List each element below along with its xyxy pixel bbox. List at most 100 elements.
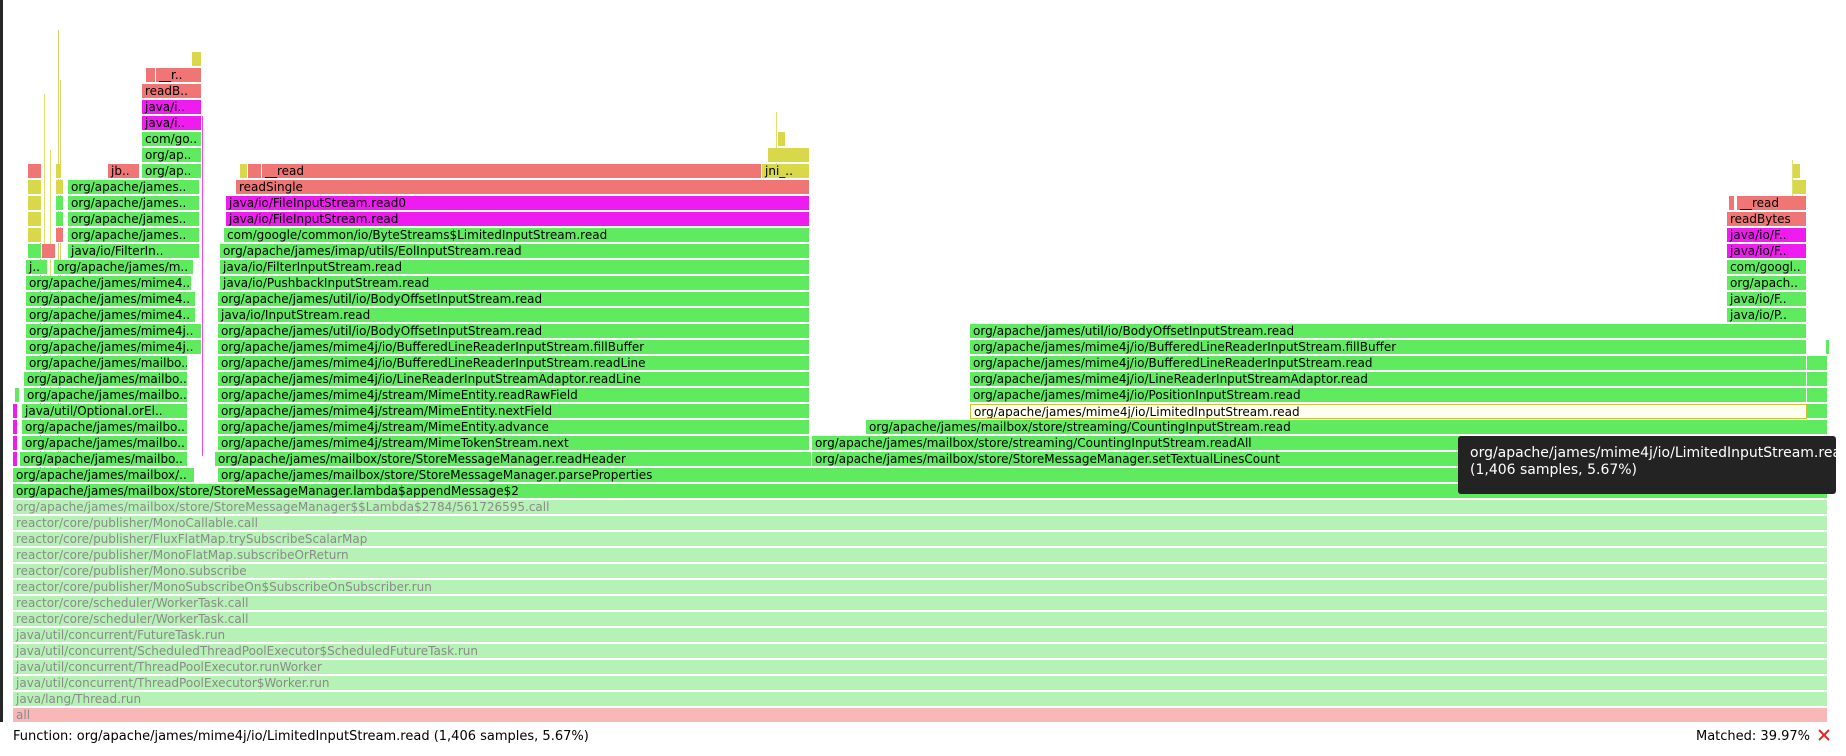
flame-frame[interactable] — [28, 196, 42, 211]
flame-frame[interactable]: org/apache/james.. — [68, 196, 200, 211]
flame-frame[interactable]: java/io/FileInputStream.read — [226, 212, 810, 227]
flame-frame[interactable]: com/go.. — [142, 132, 202, 147]
flame-frame[interactable] — [1793, 164, 1801, 179]
flame-frame[interactable] — [1729, 196, 1735, 211]
flame-frame[interactable]: java/util/concurrent/FutureTask.run — [13, 628, 1828, 643]
flame-frame[interactable] — [42, 244, 56, 259]
flame-frame[interactable]: java/lang/Thread.run — [13, 692, 1828, 707]
flame-frame[interactable]: j.. — [26, 260, 48, 275]
flame-frame[interactable]: __read — [262, 164, 762, 179]
flame-frame[interactable]: org/apache/james/mailbox/.. — [13, 468, 195, 483]
flame-frame[interactable]: java/io/PushbackInputStream.read — [220, 276, 810, 291]
flame-frame[interactable]: reactor/core/scheduler/WorkerTask.call — [13, 596, 1828, 611]
flame-frame[interactable]: reactor/core/publisher/MonoSubscribeOn$S… — [13, 580, 1828, 595]
flame-frame[interactable]: org/apache/james/mime4j/io/PositionInput… — [970, 388, 1807, 403]
flame-frame[interactable]: org/apache/james/mailbox/store/StoreMess… — [13, 500, 1828, 515]
flame-frame[interactable]: readSingle — [236, 180, 810, 195]
flame-frame[interactable]: org/ap.. — [142, 148, 202, 163]
flame-frame[interactable] — [240, 164, 248, 179]
flame-frame[interactable]: reactor/core/scheduler/WorkerTask.call — [13, 612, 1828, 627]
flame-frame[interactable]: org/apache/james/mailbo.. — [20, 452, 188, 467]
flame-frame[interactable]: org/apache/james/mailbox/store/streaming… — [866, 420, 1828, 435]
flame-frame[interactable]: java/io/FileInputStream.read0 — [226, 196, 810, 211]
flame-frame[interactable]: org/apache/james/mime4j/stream/MimeToken… — [218, 436, 810, 451]
flame-frame[interactable]: org/apache/james.. — [68, 228, 200, 243]
flame-frame[interactable]: org/apache/james/mailbox/store/StoreMess… — [13, 484, 1828, 499]
flame-frame[interactable]: org/apache/james/mime4.. — [26, 308, 196, 323]
flame-frame[interactable] — [28, 228, 42, 243]
flame-frame[interactable]: readB.. — [142, 84, 202, 99]
flame-frame[interactable]: org/apach.. — [1727, 276, 1807, 291]
flame-frame[interactable]: org/apache/james/mime4j/io/LimitedInputS… — [970, 404, 1807, 419]
flame-frame[interactable] — [1807, 404, 1828, 419]
flame-frame[interactable] — [28, 212, 42, 227]
flame-frame[interactable] — [1807, 372, 1828, 387]
flame-frame[interactable] — [15, 388, 20, 403]
flame-frame[interactable] — [56, 212, 64, 227]
flame-frame[interactable] — [1807, 388, 1828, 403]
flame-frame[interactable]: org/apache/james/mime4j/io/LineReaderInp… — [218, 372, 810, 387]
flame-frame[interactable]: org/apache/james/mime4.. — [26, 292, 196, 307]
flame-frame[interactable]: java/i.. — [142, 100, 202, 115]
flame-frame[interactable]: org/apache/james/mime4j/stream/MimeEntit… — [218, 388, 810, 403]
flame-frame[interactable]: java/util/concurrent/ThreadPoolExecutor.… — [13, 660, 1828, 675]
flame-frame[interactable]: java/util/Optional.orEl.. — [22, 404, 188, 419]
flame-frame[interactable] — [768, 148, 810, 163]
flame-frame[interactable]: org/apache/james/mime4j/io/BufferedLineR… — [970, 356, 1807, 371]
flame-frame[interactable]: org/apache/james/mime4j/stream/MimeEntit… — [218, 420, 810, 435]
flame-frame[interactable]: org/apache/james/mime4j/io/BufferedLineR… — [218, 340, 810, 355]
flame-frame[interactable]: reactor/core/publisher/MonoCallable.call — [13, 516, 1828, 531]
flame-frame[interactable]: java/util/concurrent/ScheduledThreadPool… — [13, 644, 1828, 659]
flame-frame[interactable] — [1793, 180, 1807, 195]
flame-frame[interactable]: com/google/common/io/ByteStreams$Limited… — [224, 228, 810, 243]
flame-frame[interactable]: org/apache/james/util/io/BodyOffsetInput… — [218, 292, 810, 307]
flame-frame[interactable] — [1826, 340, 1830, 355]
flame-frame[interactable] — [13, 420, 18, 435]
flame-frame[interactable]: java/io/F.. — [1727, 244, 1807, 259]
flame-frame[interactable]: org/apache/james/mailbox/store/StoreMess… — [215, 452, 812, 467]
flame-frame[interactable]: reactor/core/publisher/MonoFlatMap.subsc… — [13, 548, 1828, 563]
flame-frame[interactable] — [248, 164, 262, 179]
flame-frame[interactable]: __read — [1737, 196, 1807, 211]
flame-frame[interactable]: readBytes — [1727, 212, 1807, 227]
flame-frame[interactable] — [1807, 356, 1828, 371]
flame-frame[interactable]: org/apache/james/mime4.. — [26, 276, 192, 291]
flame-frame[interactable]: reactor/core/publisher/Mono.subscribe — [13, 564, 1828, 579]
flame-frame[interactable] — [28, 244, 42, 259]
flame-frame[interactable] — [28, 180, 42, 195]
flame-frame[interactable]: java/util/concurrent/ThreadPoolExecutor$… — [13, 676, 1828, 691]
flame-frame[interactable]: org/apache/james/mailbo.. — [24, 372, 188, 387]
flame-frame[interactable]: java/i.. — [142, 116, 202, 131]
flame-frame[interactable]: org/apache/james/mailbo.. — [22, 436, 188, 451]
flame-frame[interactable]: org/apache/james/m.. — [54, 260, 194, 275]
flame-frame[interactable]: com/googl.. — [1727, 260, 1807, 275]
flame-frame[interactable]: org/apache/james/mime4j.. — [26, 340, 202, 355]
close-icon[interactable] — [1816, 727, 1832, 743]
flame-frame[interactable]: org/apache/james/util/io/BodyOffsetInput… — [218, 324, 810, 339]
flame-frame[interactable] — [56, 228, 64, 243]
flame-frame[interactable]: java/io/F.. — [1727, 228, 1807, 243]
flame-frame[interactable]: org/apache/james.. — [68, 180, 200, 195]
flame-frame[interactable]: jb.. — [108, 164, 140, 179]
flame-frame[interactable]: org/apache/james/mime4j/io/BufferedLineR… — [218, 356, 810, 371]
flame-frame[interactable]: org/apache/james/mime4j/io/BufferedLineR… — [970, 340, 1807, 355]
flame-frame[interactable]: org/apache/james/mailbo.. — [22, 420, 188, 435]
flame-frame[interactable]: org/apache/james/mailbox/store/StoreMess… — [218, 468, 1828, 483]
flame-frame[interactable]: reactor/core/publisher/FluxFlatMap.trySu… — [13, 532, 1828, 547]
flame-frame[interactable]: java/io/FilterInputStream.read — [220, 260, 810, 275]
flame-frame[interactable] — [56, 196, 64, 211]
flame-frame[interactable]: org/apache/james/mime4j/io/LineReaderInp… — [970, 372, 1807, 387]
flame-frame[interactable]: java/io/InputStream.read — [218, 308, 810, 323]
flame-frame[interactable] — [56, 164, 62, 179]
flame-frame[interactable] — [13, 404, 18, 419]
flame-frame[interactable] — [13, 452, 18, 467]
flame-frame[interactable] — [192, 52, 202, 67]
flame-frame[interactable]: org/apache/james/mime4j/stream/MimeEntit… — [218, 404, 810, 419]
flame-frame[interactable] — [13, 436, 18, 451]
flame-frame[interactable]: __r.. — [156, 68, 202, 83]
flame-frame[interactable]: org/apache/james/mailbo.. — [26, 356, 188, 371]
flame-frame[interactable]: org/apache/james/imap/utils/EolInputStre… — [220, 244, 810, 259]
flame-frame[interactable] — [778, 132, 786, 147]
flame-frame[interactable]: java/io/F.. — [1727, 292, 1807, 307]
flame-frame[interactable]: java/io/FilterIn.. — [68, 244, 200, 259]
